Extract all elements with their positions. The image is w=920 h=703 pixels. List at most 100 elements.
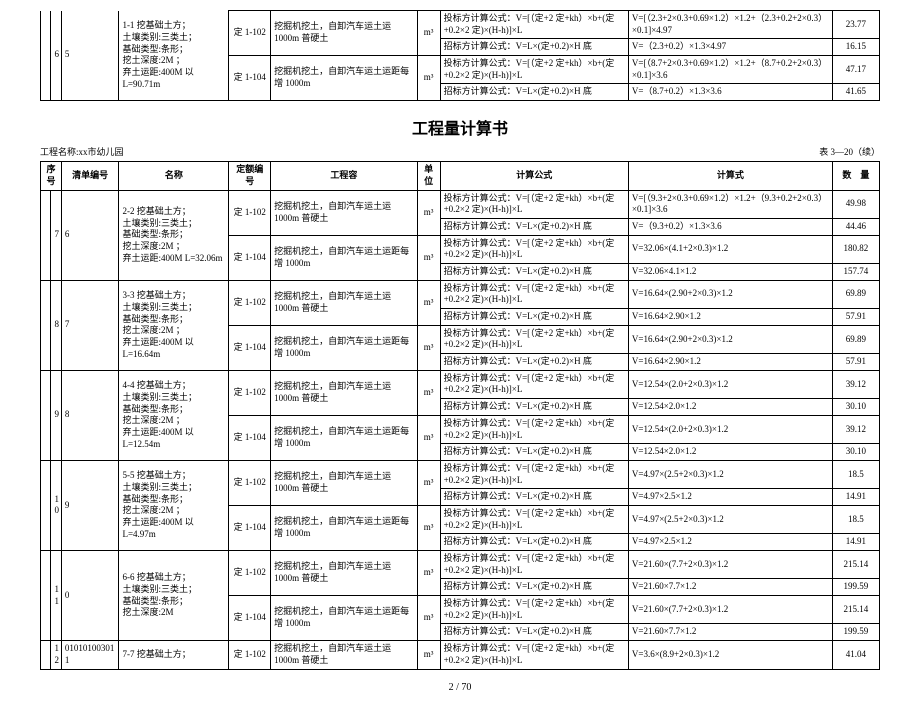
cell-content: 挖掘机挖土，自卸汽车运土运 1000m 普硬土	[271, 551, 417, 596]
cell-content: 挖掘机挖土，自卸汽车运土运 1000m 普硬土	[271, 11, 417, 56]
cell-seq: 6	[51, 11, 61, 101]
cell-content: 挖掘机挖土，自卸汽车运土运距每增 1000m	[271, 596, 417, 641]
cell-calc: V=12.54×(2.0+2×0.3)×1.2	[628, 370, 832, 398]
cell-name: 5-5 挖基础土方；土壤类别:三类土；基础类型:条形；挖土深度:2M ；弃土运距…	[119, 460, 229, 550]
cell-qty: 215.14	[832, 596, 879, 624]
cell-calc: V=4.97×2.5×1.2	[628, 534, 832, 551]
cell-qty: 69.89	[832, 280, 879, 308]
cell-qty: 215.14	[832, 551, 879, 579]
cell-unit: m³	[417, 641, 440, 669]
cell-blank	[41, 551, 51, 641]
page-title: 工程量计算书	[40, 115, 880, 139]
table-row: 120101010030117-7 挖基础土方；定 1-102挖掘机挖土，自卸汽…	[41, 641, 880, 669]
cell-content: 挖掘机挖土，自卸汽车运土运 1000m 普硬土	[271, 280, 417, 325]
cell-calc: V=（9.3+0.2）×1.3×3.6	[628, 218, 832, 235]
header-calc: 计算式	[628, 162, 832, 190]
cell-seq: 11	[51, 551, 61, 641]
page-number: 2 / 70	[40, 682, 880, 693]
cell-quota: 定 1-104	[229, 235, 271, 280]
header-seq: 序号	[41, 162, 62, 190]
cell-formula: 招标方计算公式：V=L×(定+0.2)×H 底	[440, 444, 628, 461]
cell-formula: 投标方计算公式：V=[（定+2 定+kh）×b+(定+0.2×2 定)×(H-h…	[440, 280, 628, 308]
cell-quota: 定 1-102	[229, 280, 271, 325]
cell-listno: 0	[61, 551, 119, 641]
cell-qty: 44.46	[832, 218, 879, 235]
header-quota: 定额编号	[229, 162, 271, 190]
cell-blank	[41, 370, 51, 460]
cell-calc: V=（8.7+0.2）×1.3×3.6	[628, 84, 832, 101]
cell-formula: 投标方计算公式：V=[（定+2 定+kh）×b+(定+0.2×2 定)×(H-h…	[440, 190, 628, 218]
cell-seq: 10	[51, 460, 61, 550]
cell-formula: 投标方计算公式：V=[（定+2 定+kh）×b+(定+0.2×2 定)×(H-h…	[440, 415, 628, 443]
cell-formula: 投标方计算公式：V=[（定+2 定+kh）×b+(定+0.2×2 定)×(H-h…	[440, 370, 628, 398]
cell-qty: 47.17	[832, 56, 879, 84]
cell-seq: 12	[51, 641, 61, 669]
project-name: 工程名称:xx市幼儿园	[40, 145, 124, 158]
cell-quota: 定 1-102	[229, 370, 271, 415]
header-name: 名称	[119, 162, 229, 190]
cell-formula: 招标方计算公式：V=L×(定+0.2)×H 底	[440, 489, 628, 506]
cell-formula: 投标方计算公式：V=[（定+2 定+kh）×b+(定+0.2×2 定)×(H-h…	[440, 460, 628, 488]
cell-seq: 7	[51, 190, 61, 280]
cell-formula: 招标方计算公式：V=L×(定+0.2)×H 底	[440, 263, 628, 280]
cell-name: 4-4 挖基础土方；土壤类别:三类土；基础类型:条形；挖土深度:2M ；弃土运距…	[119, 370, 229, 460]
cell-qty: 18.5	[832, 505, 879, 533]
main-table: 序号 清单编号 名称 定额编号 工程容 单位 计算公式 计算式 数 量 762-…	[40, 161, 880, 669]
cell-calc: V=16.64×(2.90+2×0.3)×1.2	[628, 280, 832, 308]
cell-listno: 7	[61, 280, 119, 370]
cell-calc: V=12.54×2.0×1.2	[628, 444, 832, 461]
cell-content: 挖掘机挖土，自卸汽车运土运距每增 1000m	[271, 235, 417, 280]
cell-quota: 定 1-102	[229, 460, 271, 505]
cell-formula: 招标方计算公式：V=L×(定+0.2)×H 底	[440, 624, 628, 641]
cell-content: 挖掘机挖土，自卸汽车运土运距每增 1000m	[271, 505, 417, 550]
cell-calc: V=4.97×(2.5+2×0.3)×1.2	[628, 460, 832, 488]
cell-listno: 010101003011	[61, 641, 119, 669]
cell-calc: V=21.60×(7.7+2×0.3)×1.2	[628, 551, 832, 579]
cell-blank	[41, 460, 51, 550]
cell-listno: 9	[61, 460, 119, 550]
cell-calc: V=[（9.3+2×0.3+0.69×1.2）×1.2+（9.3+0.2+2×0…	[628, 190, 832, 218]
cell-content: 挖掘机挖土，自卸汽车运土运 1000m 普硬土	[271, 641, 417, 669]
cell-unit: m³	[417, 325, 440, 370]
cell-qty: 157.74	[832, 263, 879, 280]
header-unit: 单位	[417, 162, 440, 190]
table-row: 762-2 挖基础土方；土壤类别:三类土；基础类型:条形；挖土深度:2M ；弃土…	[41, 190, 880, 218]
table-row: 1106-6 挖基础土方；土壤类别:三类土；基础类型:条形；挖土深度:2M定 1…	[41, 551, 880, 579]
cell-content: 挖掘机挖土，自卸汽车运土运 1000m 普硬土	[271, 370, 417, 415]
cell-qty: 199.59	[832, 579, 879, 596]
cell-unit: m³	[417, 460, 440, 505]
cell-calc: V=16.64×(2.90+2×0.3)×1.2	[628, 325, 832, 353]
cell-formula: 投标方计算公式：V=[（定+2 定+kh）×b+(定+0.2×2 定)×(H-h…	[440, 325, 628, 353]
cell-formula: 投标方计算公式：V=[（定+2 定+kh）×b+(定+0.2×2 定)×(H-h…	[440, 596, 628, 624]
cell-calc: V=21.60×(7.7+2×0.3)×1.2	[628, 596, 832, 624]
cell-formula: 投标方计算公式：V=[（定+2 定+kh）×b+(定+0.2×2 定)×(H-h…	[440, 641, 628, 669]
cell-formula: 招标方计算公式：V=L×(定+0.2)×H 底	[440, 39, 628, 56]
cell-unit: m³	[417, 280, 440, 325]
cell-unit: m³	[417, 505, 440, 550]
cell-content: 挖掘机挖土，自卸汽车运土运距每增 1000m	[271, 325, 417, 370]
cell-formula: 招标方计算公式：V=L×(定+0.2)×H 底	[440, 309, 628, 326]
header-content: 工程容	[271, 162, 417, 190]
cell-calc: V=4.97×2.5×1.2	[628, 489, 832, 506]
cell-listno: 6	[61, 190, 119, 280]
cell-calc: V=21.60×7.7×1.2	[628, 579, 832, 596]
cell-quota: 定 1-102	[229, 190, 271, 235]
cell-calc: V=12.54×2.0×1.2	[628, 399, 832, 416]
table-row: 651-1 挖基础土方；土壤类别:三类土；基础类型:条形；挖土深度:2M ；弃土…	[41, 11, 880, 39]
cell-formula: 招标方计算公式：V=L×(定+0.2)×H 底	[440, 579, 628, 596]
cell-quota: 定 1-104	[229, 325, 271, 370]
cell-qty: 41.04	[832, 641, 879, 669]
cell-qty: 16.15	[832, 39, 879, 56]
cell-content: 挖掘机挖土，自卸汽车运土运距每增 1000m	[271, 56, 417, 101]
cell-seq: 9	[51, 370, 61, 460]
cell-calc: V=（2.3+0.2）×1.3×4.97	[628, 39, 832, 56]
cell-qty: 57.91	[832, 309, 879, 326]
cell-unit: m³	[417, 235, 440, 280]
cell-calc: V=32.06×(4.1+2×0.3)×1.2	[628, 235, 832, 263]
cell-formula: 招标方计算公式：V=L×(定+0.2)×H 底	[440, 354, 628, 371]
cell-calc: V=21.60×7.7×1.2	[628, 624, 832, 641]
cell-blank	[41, 190, 51, 280]
cell-calc: V=16.64×2.90×1.2	[628, 309, 832, 326]
table-header-row: 序号 清单编号 名称 定额编号 工程容 单位 计算公式 计算式 数 量	[41, 162, 880, 190]
cell-unit: m³	[417, 11, 440, 56]
